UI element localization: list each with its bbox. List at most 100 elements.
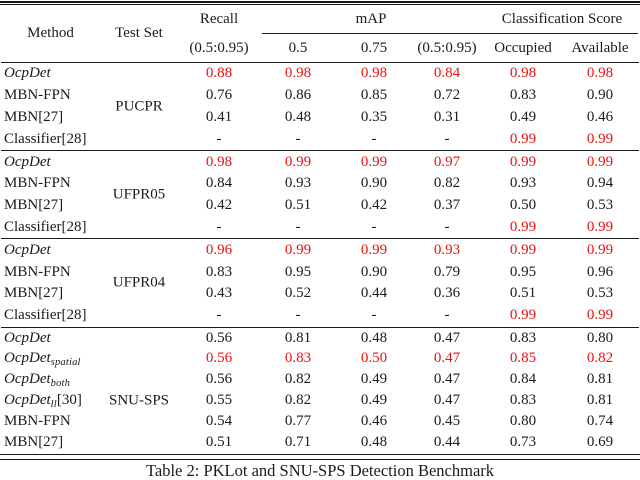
method-name: MBN xyxy=(4,285,39,302)
value-cell: 0.49 xyxy=(360,392,388,409)
value-cell: 0.47 xyxy=(433,329,461,346)
method-name: MBN xyxy=(4,197,39,214)
method-name: MBN-FPN xyxy=(4,413,71,430)
value-cell: 0.83 xyxy=(284,350,312,367)
value-cell: 0.47 xyxy=(433,350,461,367)
header-method: Method xyxy=(27,24,74,41)
header-map-range: (0.5:0.95) xyxy=(417,39,477,56)
value-cell: 0.48 xyxy=(360,433,388,450)
value-cell: 0.99 xyxy=(586,130,614,147)
table-row: OcpDet 0.88 0.98 0.98 0.84 0.98 0.98 xyxy=(1,63,639,85)
value-cell: 0.51 xyxy=(509,285,537,302)
value-cell: 0.95 xyxy=(284,263,312,280)
value-cell: 0.80 xyxy=(586,329,614,346)
value-cell: 0.83 xyxy=(205,263,233,280)
table-group-snu-sps: OcpDet 0.56 0.81 0.48 0.47 0.83 0.80 OcpDetspat… xyxy=(1,326,639,453)
header-map: mAP xyxy=(355,10,387,27)
value-cell: 0.53 xyxy=(586,285,614,302)
table-body: OcpDet 0.88 0.98 0.98 0.84 0.98 0.98 MBN-FPN 0.7… xyxy=(1,63,639,453)
header-map-05: 0.5 xyxy=(288,39,308,56)
value-cell: 0.79 xyxy=(433,263,461,280)
method-cell: OcpDetspatial xyxy=(1,350,97,368)
value-cell: 0.98 xyxy=(586,65,614,82)
method-cell: OcpDet xyxy=(1,330,97,347)
value-cell: 0.48 xyxy=(284,108,312,125)
value-cell: 0.82 xyxy=(284,371,312,388)
value-cell: 0.90 xyxy=(360,263,388,280)
method-name: Classifier xyxy=(4,218,62,235)
header-test-set: Test Set xyxy=(115,24,163,41)
value-cell: 0.99 xyxy=(509,218,537,235)
table-row: Classifier[28] - - - - 0.99 0.99 xyxy=(1,128,639,150)
value-cell: 0.83 xyxy=(509,329,537,346)
value-cell: 0.86 xyxy=(284,87,312,104)
citation-ref: [27] xyxy=(38,197,64,214)
citation-ref: [28] xyxy=(61,130,87,147)
value-cell: 0.84 xyxy=(509,371,537,388)
value-cell: 0.50 xyxy=(509,197,537,214)
table-row: OcpDet 0.98 0.99 0.99 0.97 0.99 0.99 xyxy=(1,151,639,173)
method-subscript: ll xyxy=(50,398,57,410)
value-cell: 0.54 xyxy=(205,413,233,430)
table-row: MBN-FPN 0.83 0.95 0.90 0.79 0.95 0.96 xyxy=(1,261,639,283)
table-row: OcpDetll[30] 0.55 0.82 0.49 0.47 0.83 0.81 xyxy=(1,390,639,411)
value-cell: - xyxy=(371,218,377,235)
value-cell: 0.42 xyxy=(360,197,388,214)
value-cell: 0.77 xyxy=(284,413,312,430)
value-cell: 0.81 xyxy=(284,329,312,346)
method-cell: MBN-FPN xyxy=(1,413,97,430)
value-cell: - xyxy=(216,218,222,235)
value-cell: - xyxy=(295,218,301,235)
table-bottom-rule xyxy=(0,454,640,460)
value-cell: - xyxy=(371,307,377,324)
value-cell: 0.99 xyxy=(509,307,537,324)
value-cell: 0.82 xyxy=(433,175,461,192)
value-cell: 0.93 xyxy=(433,241,461,258)
header-recall: Recall xyxy=(199,10,239,27)
value-cell: 0.76 xyxy=(205,87,233,104)
value-cell: 0.93 xyxy=(509,175,537,192)
value-cell: 0.56 xyxy=(205,350,233,367)
method-cell: OcpDet xyxy=(1,242,97,259)
value-cell: 0.37 xyxy=(433,197,461,214)
value-cell: 0.98 xyxy=(205,153,233,170)
method-name: OcpDet xyxy=(4,391,51,408)
method-cell: MBN[27] xyxy=(1,109,97,126)
value-cell: 0.55 xyxy=(205,392,233,409)
value-cell: 0.96 xyxy=(586,263,614,280)
method-cell: OcpDet xyxy=(1,65,97,82)
value-cell: 0.99 xyxy=(509,241,537,258)
value-cell: 0.84 xyxy=(205,175,233,192)
value-cell: 0.99 xyxy=(509,130,537,147)
value-cell: 0.99 xyxy=(284,153,312,170)
value-cell: 0.47 xyxy=(433,371,461,388)
table-group-ufpr04: OcpDet 0.96 0.99 0.99 0.93 0.99 0.99 MBN-FPN 0.8… xyxy=(1,238,639,326)
method-name: OcpDet xyxy=(4,153,51,170)
table-group-ufpr05: OcpDet 0.98 0.99 0.99 0.97 0.99 0.99 MBN-FPN 0.8… xyxy=(1,150,639,238)
header-occupied: Occupied xyxy=(494,39,552,56)
method-name: Classifier xyxy=(4,307,62,324)
method-cell: MBN-FPN xyxy=(1,87,97,104)
value-cell: 0.44 xyxy=(433,433,461,450)
table-row: Classifier[28] - - - - 0.99 0.99 xyxy=(1,305,639,327)
value-cell: 0.56 xyxy=(205,329,233,346)
value-cell: 0.96 xyxy=(205,241,233,258)
method-subscript: both xyxy=(50,377,71,389)
table-row: MBN-FPN 0.76 0.86 0.85 0.72 0.83 0.90 xyxy=(1,85,639,107)
citation-ref: [28] xyxy=(61,218,87,235)
method-subscript: spatial xyxy=(50,356,81,368)
value-cell: 0.42 xyxy=(205,197,233,214)
value-cell: 0.50 xyxy=(360,350,388,367)
value-cell: - xyxy=(216,307,222,324)
table-row: OcpDet 0.56 0.81 0.48 0.47 0.83 0.80 xyxy=(1,328,639,349)
header-available: Available xyxy=(571,39,629,56)
test-set-label: PUCPR xyxy=(115,98,163,115)
citation-ref: [27] xyxy=(38,108,64,125)
method-cell: OcpDetll[30] xyxy=(1,392,97,410)
value-cell: 0.90 xyxy=(586,87,614,104)
value-cell: 0.35 xyxy=(360,108,388,125)
value-cell: 0.94 xyxy=(586,175,614,192)
test-set-label: SNU-SPS xyxy=(108,392,170,409)
value-cell: 0.49 xyxy=(509,108,537,125)
